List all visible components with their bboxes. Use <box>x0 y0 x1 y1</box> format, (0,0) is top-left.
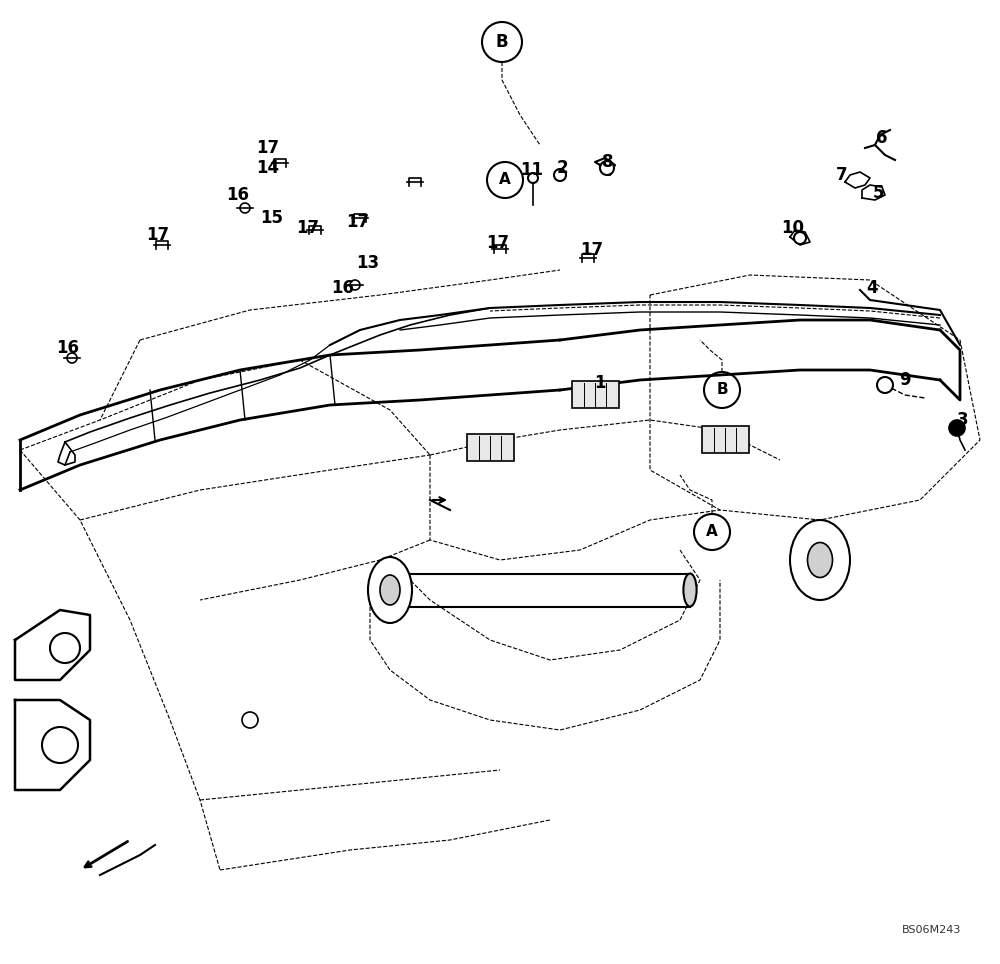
Circle shape <box>350 280 360 290</box>
Text: 1: 1 <box>594 374 606 392</box>
Text: A: A <box>706 524 718 540</box>
Text: 8: 8 <box>602 153 614 171</box>
Text: 17: 17 <box>146 226 170 244</box>
Text: 5: 5 <box>872 184 884 202</box>
Text: 15: 15 <box>260 209 284 227</box>
Circle shape <box>240 203 250 213</box>
Text: 16: 16 <box>226 186 250 204</box>
Text: 6: 6 <box>876 129 888 147</box>
Text: 17: 17 <box>296 219 320 237</box>
Text: 16: 16 <box>56 339 80 357</box>
Text: 17: 17 <box>256 139 280 157</box>
Text: 16: 16 <box>332 279 354 297</box>
Text: B: B <box>716 383 728 397</box>
Circle shape <box>794 232 806 244</box>
Circle shape <box>600 161 614 175</box>
Circle shape <box>554 169 566 181</box>
Text: 3: 3 <box>957 411 969 429</box>
Ellipse shape <box>379 574 401 606</box>
Ellipse shape <box>808 543 832 577</box>
Circle shape <box>528 173 538 183</box>
Ellipse shape <box>683 574 697 606</box>
Text: 17: 17 <box>346 213 370 231</box>
Ellipse shape <box>790 520 850 600</box>
Ellipse shape <box>368 557 412 623</box>
Text: 11: 11 <box>520 161 544 179</box>
Circle shape <box>877 377 893 393</box>
Text: 14: 14 <box>256 159 280 177</box>
Ellipse shape <box>380 575 400 605</box>
Circle shape <box>67 353 77 363</box>
Text: B: B <box>496 33 508 51</box>
Text: 13: 13 <box>356 254 380 272</box>
Text: 10: 10 <box>782 219 804 237</box>
FancyBboxPatch shape <box>467 434 514 461</box>
FancyBboxPatch shape <box>702 426 749 453</box>
Text: 17: 17 <box>486 234 510 252</box>
Text: 2: 2 <box>556 159 568 177</box>
FancyBboxPatch shape <box>572 381 619 408</box>
Circle shape <box>949 420 965 436</box>
Text: 7: 7 <box>836 166 848 184</box>
Text: A: A <box>499 173 511 188</box>
Text: 9: 9 <box>899 371 911 389</box>
Text: 17: 17 <box>580 241 604 259</box>
Text: BS06M243: BS06M243 <box>902 925 962 935</box>
Text: 4: 4 <box>866 279 878 297</box>
